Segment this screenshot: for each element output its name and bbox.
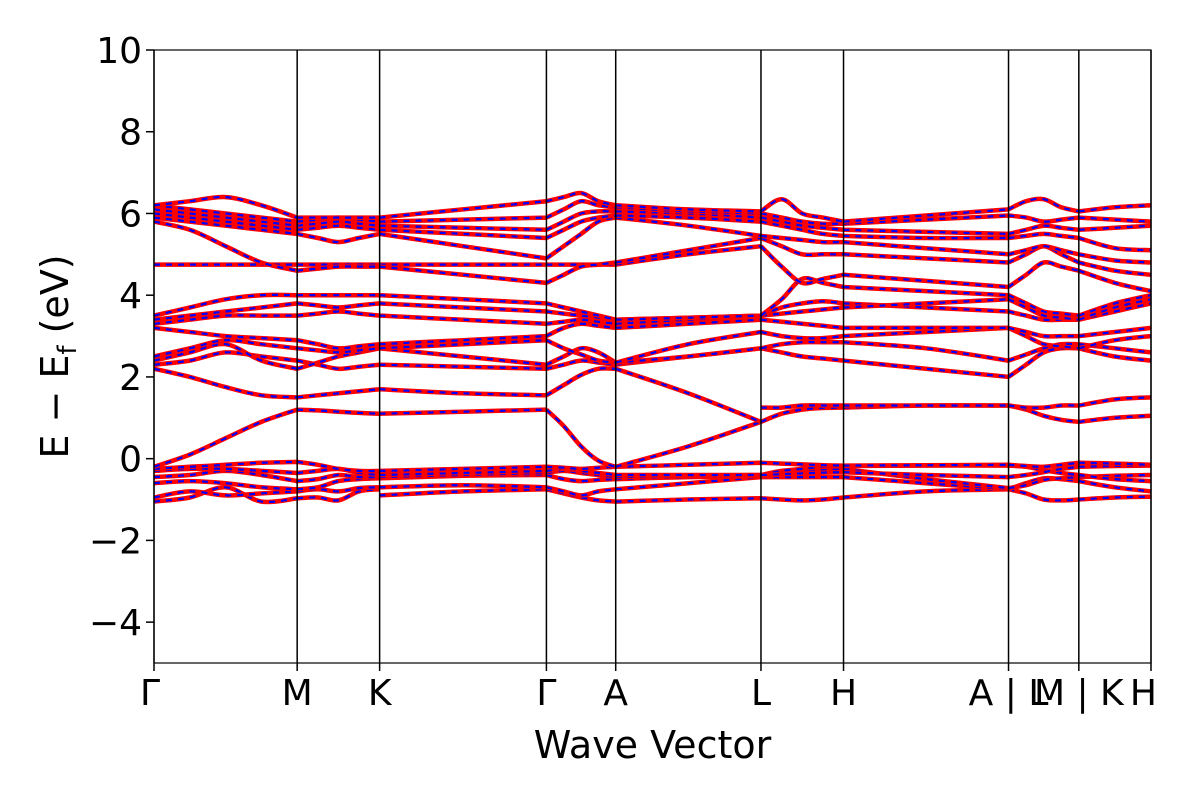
y-tick-label-6: 8 [119,113,142,154]
y-tick-label-1: −2 [89,521,142,562]
y-tick-label-3: 2 [119,358,142,399]
band-22-dashed [153,191,1152,223]
x-axis-title: Wave Vector [534,723,772,767]
band-19-dashed [153,212,1152,252]
y-tick-label-4: 4 [119,276,142,317]
y-tick-label-0: −4 [89,603,142,644]
x-tick-label-7: A | L [969,673,1049,714]
y-tick-label-7: 10 [96,31,142,72]
band-11-dashed [153,326,1152,364]
y-axis-title-unit: (eV) [33,254,77,345]
band-10-dashed [153,340,1152,370]
band-12-solid [153,317,1152,351]
band-10-solid [153,339,1152,371]
band-15-dashed [153,277,1152,321]
x-tick-label-9: H [1130,673,1157,714]
x-tick-label-8: M | K [1034,673,1125,714]
band-18-dashed [153,216,1152,264]
x-tick-label-2: K [368,673,393,714]
y-tick-label-2: 0 [119,440,142,481]
y-axis-title-main: E − E [33,355,77,459]
x-tick-label-0: Γ [140,673,160,714]
x-tick-label-3: Γ [536,673,556,714]
plot-frame [153,49,1152,664]
band-12-dashed [153,318,1152,350]
x-tick-label-5: L [751,673,771,714]
band-8-dashed [153,367,1152,423]
y-axis-title-sub: f [53,345,83,355]
y-axis-title: E − Ef (eV) [33,254,83,458]
y-tick-label-5: 6 [119,194,142,235]
x-tick-label-1: M [282,673,313,714]
y-ticks-layer: −4 −2 0 2 4 6 8 10 [89,31,154,644]
x-tick-label-6: H [830,673,857,714]
band-7-dashed [153,404,1152,468]
x-tick-label-4: A [603,673,628,714]
kpoint-lines-layer [153,50,1152,663]
band-1-dashed [153,486,1152,504]
band-6-dashed [153,460,1152,473]
bands-layer [153,190,1152,505]
